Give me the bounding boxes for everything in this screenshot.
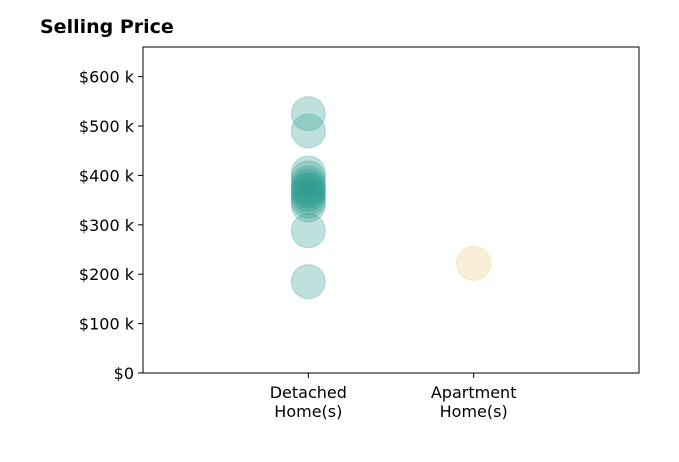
y-tick-label: $300 k	[79, 216, 135, 235]
data-point	[290, 180, 326, 216]
x-tick-label: Detached Home(s)	[270, 383, 347, 421]
data-point	[290, 96, 326, 132]
plot-frame	[142, 46, 640, 374]
data-point	[290, 171, 326, 207]
y-tick-label: $100 k	[79, 315, 135, 334]
data-point	[290, 155, 326, 191]
y-axis: $0 $100 k $200 k $300 k $400 k $500 k $600 k	[79, 68, 143, 383]
data-points	[290, 96, 492, 300]
y-tick-label: $0	[114, 364, 134, 383]
chart-title: Selling Price	[40, 16, 174, 38]
data-point	[290, 176, 326, 212]
data-point	[290, 113, 326, 149]
x-axis: Detached Home(s) Apartment Home(s)	[270, 373, 517, 421]
data-point	[456, 245, 492, 281]
data-point	[290, 173, 326, 209]
y-tick-label: $500 k	[79, 117, 135, 136]
data-point	[290, 160, 326, 196]
data-point	[290, 165, 326, 201]
data-point	[290, 187, 326, 223]
data-point	[290, 213, 326, 249]
y-tick-label: $200 k	[79, 265, 135, 284]
data-point	[290, 183, 326, 219]
x-tick-label: Apartment Home(s)	[431, 383, 517, 421]
y-tick-label: $600 k	[79, 68, 135, 87]
data-point	[290, 264, 326, 300]
data-point	[290, 168, 326, 204]
y-tick-label: $400 k	[79, 166, 135, 185]
